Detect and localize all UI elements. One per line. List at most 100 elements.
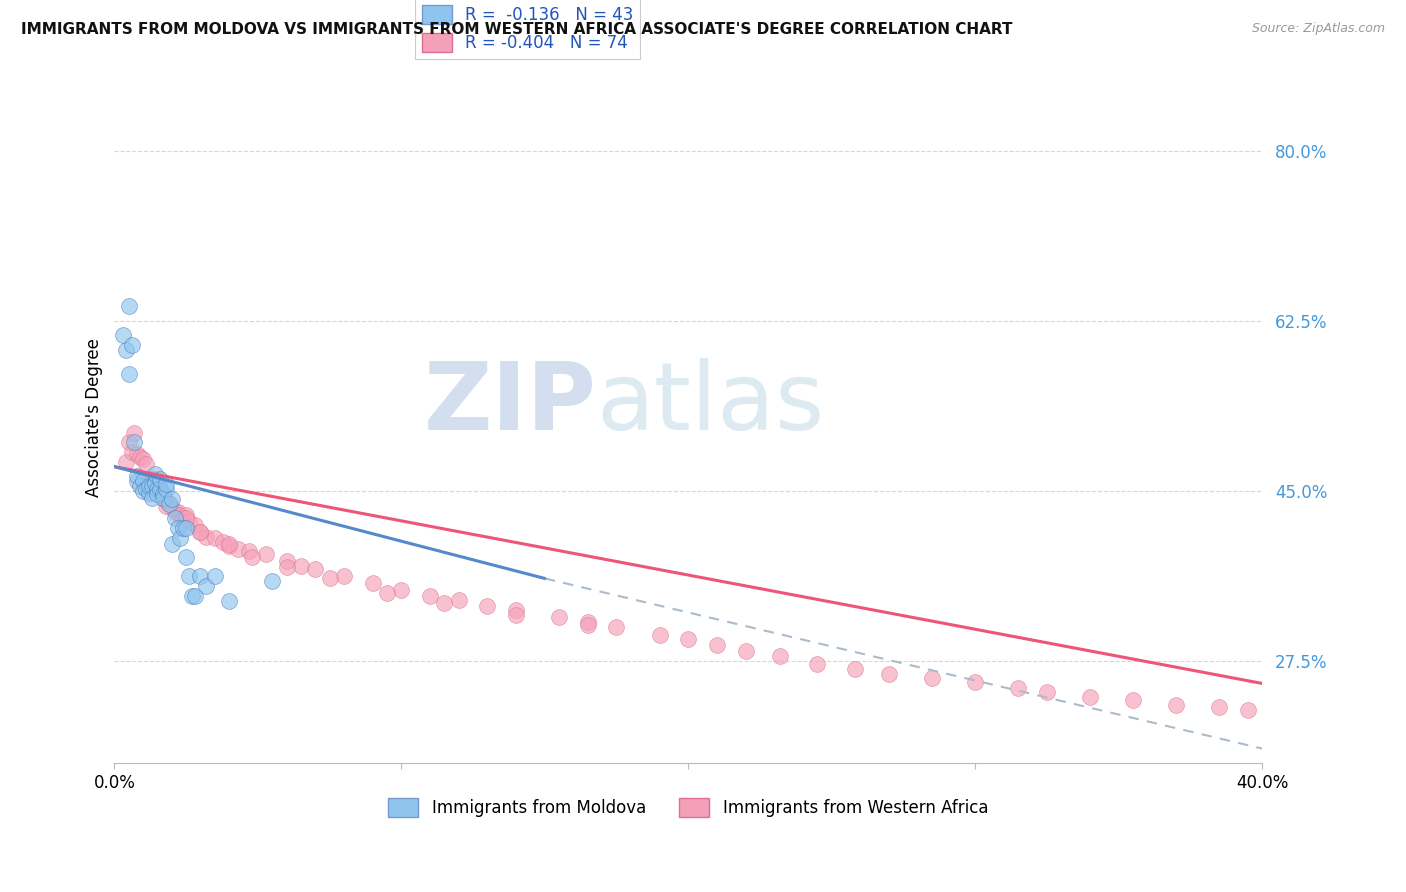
Point bbox=[141, 491, 163, 505]
Point bbox=[375, 586, 398, 600]
Point bbox=[226, 542, 249, 557]
Point bbox=[155, 477, 177, 491]
Point bbox=[163, 511, 186, 525]
Point bbox=[361, 576, 384, 591]
Point bbox=[115, 343, 138, 357]
Point bbox=[155, 493, 177, 508]
Point bbox=[160, 491, 183, 506]
Point bbox=[141, 479, 163, 493]
Point bbox=[419, 589, 441, 603]
Y-axis label: Associate's Degree: Associate's Degree bbox=[86, 339, 103, 498]
Point bbox=[190, 569, 212, 583]
Point bbox=[548, 610, 571, 624]
Point bbox=[174, 511, 197, 525]
Point bbox=[921, 671, 943, 685]
Point bbox=[111, 328, 134, 343]
Point bbox=[180, 589, 202, 603]
Point bbox=[576, 615, 599, 630]
Point bbox=[877, 666, 900, 681]
Point bbox=[146, 487, 169, 501]
Point bbox=[124, 425, 146, 440]
Point bbox=[135, 457, 157, 471]
Point bbox=[433, 596, 456, 610]
Point bbox=[174, 508, 197, 523]
Point bbox=[149, 482, 172, 496]
Point bbox=[121, 338, 143, 352]
Point bbox=[132, 475, 155, 489]
Point bbox=[262, 574, 284, 589]
Point bbox=[118, 435, 141, 450]
Point bbox=[734, 644, 756, 658]
Text: IMMIGRANTS FROM MOLDOVA VS IMMIGRANTS FROM WESTERN AFRICA ASSOCIATE'S DEGREE COR: IMMIGRANTS FROM MOLDOVA VS IMMIGRANTS FR… bbox=[21, 22, 1012, 37]
Point bbox=[149, 482, 172, 496]
Legend: Immigrants from Moldova, Immigrants from Western Africa: Immigrants from Moldova, Immigrants from… bbox=[381, 791, 995, 824]
Point bbox=[276, 554, 298, 568]
Point bbox=[157, 497, 180, 511]
Point bbox=[769, 649, 792, 664]
Point bbox=[115, 455, 138, 469]
Point bbox=[204, 569, 226, 583]
Point bbox=[844, 662, 866, 676]
Point bbox=[152, 491, 174, 505]
Point bbox=[304, 562, 326, 576]
Point bbox=[605, 620, 627, 634]
Point bbox=[806, 657, 828, 671]
Point bbox=[143, 467, 166, 482]
Point bbox=[1122, 693, 1144, 707]
Point bbox=[190, 524, 212, 539]
Point bbox=[143, 476, 166, 491]
Point bbox=[166, 521, 188, 535]
Point bbox=[965, 675, 987, 690]
Text: atlas: atlas bbox=[596, 359, 825, 450]
Point bbox=[195, 579, 218, 593]
Point bbox=[132, 451, 155, 466]
Point bbox=[218, 537, 240, 551]
Point bbox=[155, 482, 177, 496]
Point bbox=[129, 450, 152, 464]
Point bbox=[118, 299, 141, 313]
Point bbox=[290, 558, 312, 573]
Point bbox=[149, 472, 172, 486]
Point bbox=[195, 530, 218, 544]
Point bbox=[1236, 703, 1258, 717]
Point bbox=[240, 550, 263, 565]
Point bbox=[505, 608, 527, 623]
Point bbox=[152, 487, 174, 501]
Point bbox=[174, 550, 197, 565]
Point bbox=[146, 482, 169, 496]
Point bbox=[389, 583, 412, 598]
Point bbox=[127, 447, 149, 461]
Point bbox=[143, 472, 166, 486]
Text: Source: ZipAtlas.com: Source: ZipAtlas.com bbox=[1251, 22, 1385, 36]
Point bbox=[256, 547, 278, 561]
Point bbox=[160, 537, 183, 551]
Point bbox=[505, 602, 527, 616]
Point bbox=[135, 482, 157, 496]
Point bbox=[169, 508, 191, 523]
Point bbox=[1007, 681, 1029, 696]
Point bbox=[238, 544, 260, 558]
Point bbox=[127, 469, 149, 483]
Point bbox=[676, 632, 699, 646]
Point bbox=[477, 599, 499, 613]
Point bbox=[184, 518, 207, 533]
Point bbox=[124, 435, 146, 450]
Point bbox=[1208, 699, 1230, 714]
Point bbox=[576, 618, 599, 632]
Point bbox=[1036, 685, 1059, 699]
Point bbox=[276, 559, 298, 574]
Point bbox=[155, 499, 177, 513]
Point bbox=[174, 521, 197, 535]
Point bbox=[160, 501, 183, 516]
Point bbox=[184, 589, 207, 603]
Point bbox=[648, 628, 671, 642]
Point bbox=[169, 531, 191, 545]
Point bbox=[132, 483, 155, 498]
Text: ZIP: ZIP bbox=[423, 359, 596, 450]
Point bbox=[118, 368, 141, 382]
Point bbox=[129, 479, 152, 493]
Point bbox=[157, 495, 180, 509]
Point bbox=[152, 487, 174, 501]
Point bbox=[318, 571, 340, 585]
Point bbox=[127, 475, 149, 489]
